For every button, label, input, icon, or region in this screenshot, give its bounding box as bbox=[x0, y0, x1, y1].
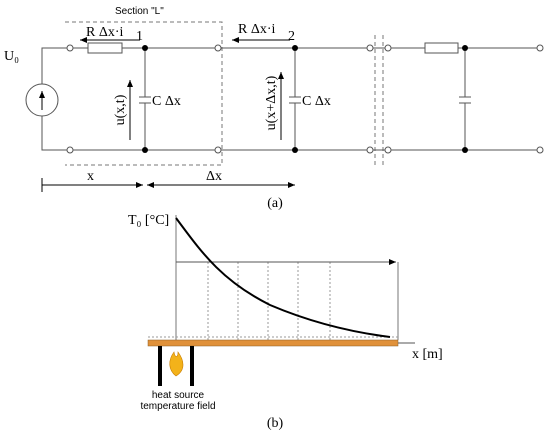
capacitor-label: C Δx bbox=[152, 94, 181, 109]
node-label: 1 bbox=[136, 29, 143, 44]
circuit: Section "L" R Δx·i 1 2 R Δx·i U₀ u(x,t) … bbox=[4, 6, 544, 211]
dx-label: Δx bbox=[206, 169, 222, 184]
x-label: x bbox=[87, 169, 94, 184]
heat-plot: T₀ [°C] x [m] heat source temperature fi… bbox=[128, 213, 443, 431]
resistor bbox=[87, 42, 123, 54]
grid bbox=[207, 262, 331, 340]
voltage-label: u(x+Δx,t) bbox=[264, 75, 279, 130]
capacitors bbox=[139, 48, 471, 150]
source-label: U₀ bbox=[4, 49, 19, 64]
source bbox=[25, 83, 59, 117]
caption: (a) bbox=[267, 196, 283, 211]
post bbox=[190, 346, 194, 386]
section-box bbox=[65, 21, 223, 166]
flame bbox=[169, 351, 184, 377]
rod bbox=[147, 339, 399, 347]
node-label: 2 bbox=[288, 29, 295, 44]
voltage-label: u(x,t) bbox=[113, 94, 128, 125]
wires bbox=[41, 47, 540, 151]
x-axis-label: x [m] bbox=[412, 347, 443, 362]
current-label: R Δx·i bbox=[238, 22, 276, 37]
post bbox=[158, 346, 162, 386]
source-label: heat source bbox=[152, 390, 205, 401]
section-label: Section "L" bbox=[115, 6, 164, 17]
current-label: R Δx·i bbox=[86, 25, 124, 40]
caption: (b) bbox=[267, 416, 284, 431]
resistor bbox=[424, 42, 459, 54]
capacitor-label: C Δx bbox=[302, 94, 331, 109]
y-axis-label: T₀ [°C] bbox=[128, 213, 169, 228]
source-label: temperature field bbox=[140, 401, 215, 412]
temperature-curve bbox=[175, 217, 391, 338]
terminals bbox=[66, 44, 544, 154]
